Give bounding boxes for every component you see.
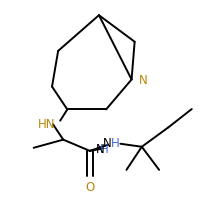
Text: N: N	[96, 143, 105, 156]
Text: N: N	[103, 137, 111, 150]
Text: N: N	[139, 74, 147, 87]
Text: H: H	[111, 137, 120, 150]
Text: HN: HN	[38, 118, 55, 131]
Text: H: H	[100, 143, 109, 156]
Text: O: O	[85, 181, 94, 195]
